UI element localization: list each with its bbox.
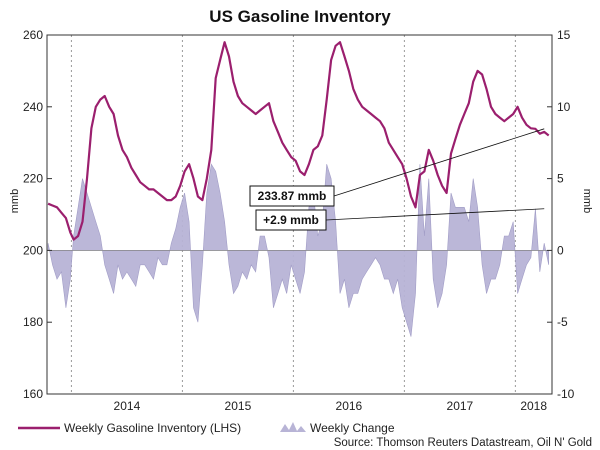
x-tick-label: 2017 xyxy=(447,399,474,413)
annotation-label: +2.9 mmb xyxy=(263,213,319,227)
inventory-line xyxy=(47,41,550,241)
y-right-tick-label: 15 xyxy=(557,28,571,42)
y-left-tick-label: 180 xyxy=(23,315,43,329)
y-left-tick-label: 220 xyxy=(23,172,43,186)
chart-title: US Gasoline Inventory xyxy=(209,7,391,26)
y-right-tick-label: 5 xyxy=(557,172,564,186)
y-left-unit: mmb xyxy=(9,189,21,213)
x-tick-label: 2016 xyxy=(336,399,363,413)
legend-inventory-label: Weekly Gasoline Inventory (LHS) xyxy=(64,421,241,435)
y-right-tick-label: 0 xyxy=(557,243,564,257)
y-left-tick-label: 260 xyxy=(23,28,43,42)
x-tick-label: 2018 xyxy=(520,399,547,413)
x-ticks: 2014 2015 2016 2017 2018 xyxy=(114,399,548,413)
plot-frame xyxy=(46,34,553,395)
inventory-line-layer xyxy=(47,41,550,241)
annotation-leader xyxy=(325,208,545,221)
y-left-ticks: 160 180 200 220 240 260 xyxy=(23,28,52,401)
x-tick-label: 2015 xyxy=(225,399,252,413)
y-right-unit: mmb xyxy=(581,189,593,213)
y-right-ticks: -10 -5 0 5 10 15 xyxy=(547,28,575,401)
annotation-leader xyxy=(333,128,545,197)
annotations: 233.87 mmb +2.9 mmb xyxy=(249,128,545,231)
annotation-box xyxy=(249,185,335,207)
y-left-tick-label: 240 xyxy=(23,100,43,114)
legend: Weekly Gasoline Inventory (LHS) Weekly C… xyxy=(18,421,395,435)
y-right-tick-label: -5 xyxy=(557,315,568,329)
y-right-tick-label: -10 xyxy=(557,387,575,401)
legend-change-swatch xyxy=(280,422,306,432)
source-note: Source: Thomson Reuters Datastream, Oil … xyxy=(334,437,592,449)
legend-change-label: Weekly Change xyxy=(310,421,395,435)
x-tick-label: 2014 xyxy=(114,399,141,413)
annotation-label: 233.87 mmb xyxy=(258,189,327,203)
annotation-box xyxy=(255,209,327,231)
y-left-tick-label: 200 xyxy=(23,243,43,257)
y-right-tick-label: 10 xyxy=(557,100,571,114)
y-left-tick-label: 160 xyxy=(23,387,43,401)
